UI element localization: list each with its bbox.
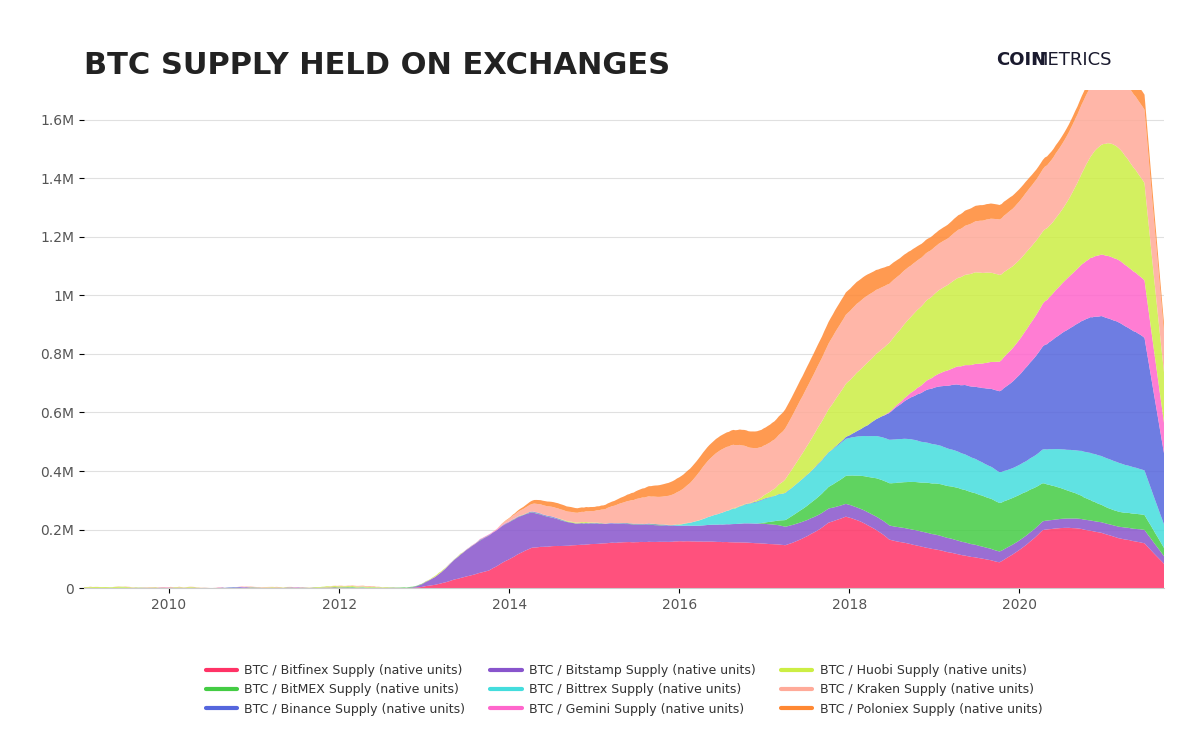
- Legend: BTC / Bitfinex Supply (native units), BTC / BitMEX Supply (native units), BTC / : BTC / Bitfinex Supply (native units), BT…: [200, 659, 1048, 721]
- Text: BTC SUPPLY HELD ON EXCHANGES: BTC SUPPLY HELD ON EXCHANGES: [84, 51, 670, 80]
- Text: COIN: COIN: [997, 51, 1046, 69]
- Text: METRICS: METRICS: [1032, 51, 1111, 69]
